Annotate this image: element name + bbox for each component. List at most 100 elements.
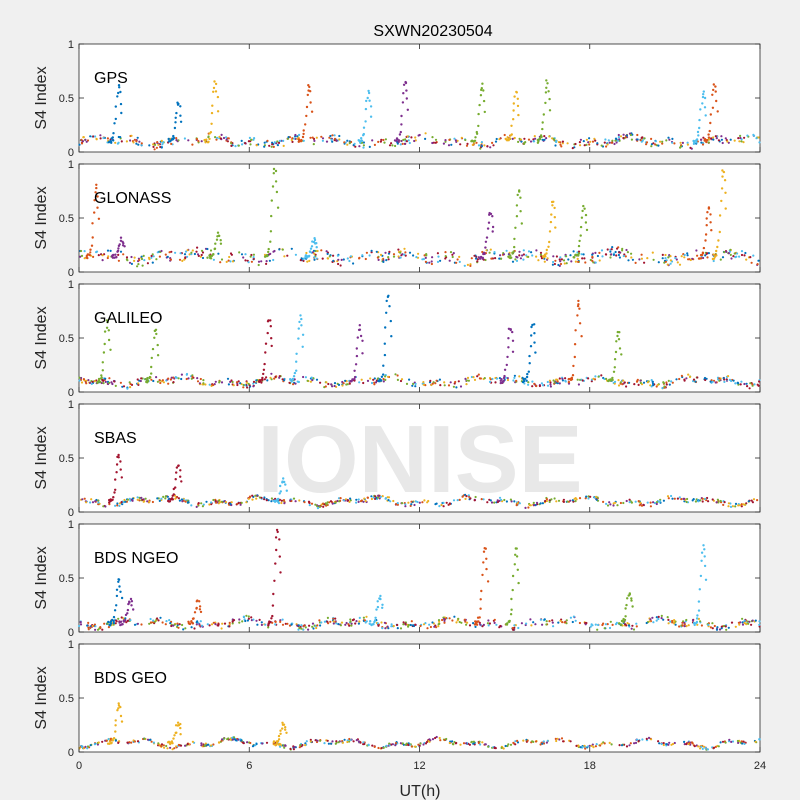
data-point bbox=[558, 738, 561, 741]
data-point bbox=[184, 500, 187, 503]
spike-point bbox=[270, 617, 273, 620]
spike-point bbox=[103, 342, 106, 346]
data-point bbox=[178, 499, 181, 502]
data-point bbox=[177, 626, 180, 629]
spike-point bbox=[93, 211, 96, 214]
data-point bbox=[306, 379, 309, 382]
data-point bbox=[739, 504, 742, 507]
spike-point bbox=[550, 213, 553, 216]
spike-point bbox=[124, 613, 128, 617]
data-point bbox=[522, 739, 525, 742]
data-point bbox=[751, 619, 754, 622]
data-point bbox=[622, 501, 625, 505]
spike-point bbox=[705, 224, 708, 227]
data-point bbox=[410, 503, 413, 506]
spike-point bbox=[702, 544, 705, 547]
data-point bbox=[600, 374, 603, 377]
data-point bbox=[637, 740, 640, 743]
data-point bbox=[348, 500, 351, 503]
spike-point bbox=[300, 317, 303, 321]
data-point bbox=[685, 377, 688, 380]
spike-point bbox=[375, 608, 378, 611]
data-point bbox=[514, 743, 517, 746]
data-point bbox=[608, 741, 611, 745]
spike-point bbox=[264, 351, 267, 354]
data-point bbox=[234, 739, 238, 742]
data-point bbox=[373, 377, 376, 380]
data-point bbox=[252, 382, 255, 385]
spike-point bbox=[281, 721, 284, 724]
data-point bbox=[650, 738, 653, 741]
data-point bbox=[755, 137, 758, 140]
data-point bbox=[487, 619, 490, 622]
data-point bbox=[584, 747, 587, 750]
data-point bbox=[652, 501, 655, 504]
data-point bbox=[136, 265, 139, 268]
data-point bbox=[238, 618, 241, 621]
spike-point bbox=[306, 93, 309, 97]
spike-point bbox=[111, 136, 115, 139]
data-point bbox=[263, 496, 266, 499]
data-point bbox=[584, 497, 587, 500]
data-point bbox=[122, 253, 125, 256]
data-point bbox=[451, 740, 454, 743]
data-point bbox=[210, 503, 213, 506]
data-point bbox=[523, 382, 526, 385]
data-point bbox=[675, 258, 678, 261]
data-point bbox=[657, 617, 660, 621]
data-point bbox=[177, 139, 180, 142]
data-point bbox=[545, 741, 549, 744]
data-point bbox=[673, 142, 676, 145]
data-point bbox=[740, 505, 743, 508]
data-point bbox=[358, 257, 361, 260]
data-point bbox=[387, 256, 390, 259]
data-point bbox=[184, 250, 188, 253]
data-point bbox=[212, 383, 215, 387]
data-point bbox=[532, 501, 535, 504]
spike-point bbox=[703, 96, 707, 100]
spike-point bbox=[279, 729, 282, 732]
data-point bbox=[635, 622, 638, 625]
data-point bbox=[535, 255, 538, 258]
data-point bbox=[546, 384, 550, 387]
data-point bbox=[342, 382, 345, 385]
spike-point bbox=[511, 330, 514, 334]
data-point bbox=[671, 141, 674, 144]
spike-point bbox=[716, 245, 719, 249]
data-point bbox=[248, 136, 251, 139]
data-point bbox=[117, 741, 120, 745]
data-point bbox=[140, 142, 143, 145]
data-point bbox=[122, 385, 126, 388]
data-point bbox=[293, 378, 296, 381]
data-point bbox=[711, 622, 714, 625]
spike-point bbox=[702, 90, 705, 93]
data-point bbox=[349, 499, 352, 502]
data-point bbox=[544, 500, 547, 503]
spike-point bbox=[105, 326, 109, 329]
data-point bbox=[224, 501, 228, 504]
data-point bbox=[422, 381, 425, 384]
data-point bbox=[279, 619, 282, 622]
scatter-points bbox=[78, 294, 761, 390]
data-point bbox=[399, 627, 403, 630]
data-point bbox=[159, 381, 162, 385]
data-point bbox=[305, 251, 308, 255]
data-point bbox=[649, 618, 652, 621]
spike-point bbox=[270, 344, 273, 348]
data-point bbox=[244, 253, 247, 256]
data-point bbox=[638, 258, 641, 261]
spike-point bbox=[515, 555, 519, 558]
spike-point bbox=[179, 120, 183, 124]
spike-point bbox=[700, 257, 703, 260]
data-point bbox=[137, 382, 140, 385]
data-point bbox=[664, 260, 668, 263]
data-point bbox=[715, 628, 719, 631]
data-point bbox=[515, 259, 519, 262]
spike-point bbox=[520, 222, 523, 225]
data-point bbox=[430, 262, 433, 266]
data-point bbox=[758, 623, 761, 626]
spike-point bbox=[114, 488, 117, 491]
data-point bbox=[365, 615, 368, 618]
data-point bbox=[662, 381, 665, 384]
spike-point bbox=[366, 96, 369, 100]
